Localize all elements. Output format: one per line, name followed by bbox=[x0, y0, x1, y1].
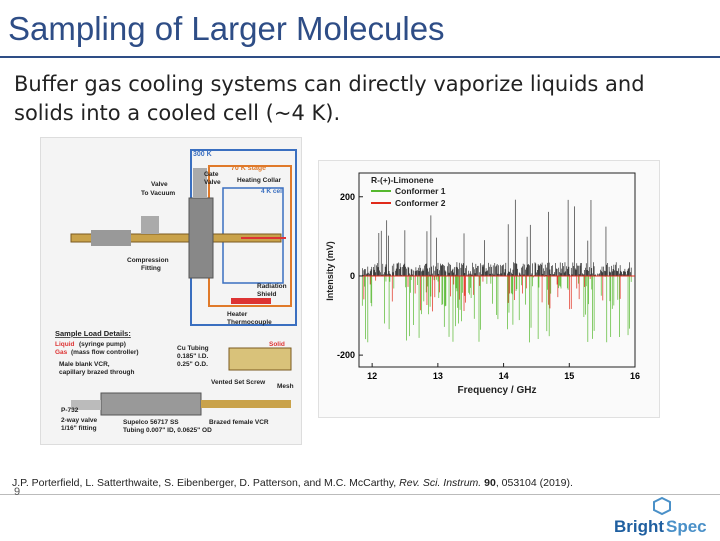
label-heater: Heater bbox=[227, 311, 248, 318]
legend-conformer-2: Conformer 2 bbox=[395, 198, 446, 208]
label-male-blank: Male blank VCR, bbox=[59, 361, 110, 368]
label-p732: P-732 bbox=[61, 407, 79, 414]
label-radiation: Radiation bbox=[257, 283, 287, 290]
label-compression: Compression bbox=[127, 257, 169, 264]
label-cu-tubing: Cu Tubing bbox=[177, 345, 209, 352]
label-cu-id: 0.185" I.D. bbox=[177, 353, 208, 360]
legend-conformer-1: Conformer 1 bbox=[395, 186, 446, 196]
slide-title: Sampling of Larger Molecules bbox=[8, 10, 445, 47]
x-tick-label: 13 bbox=[433, 371, 443, 381]
label-shield: Shield bbox=[257, 291, 277, 298]
apparatus-diagram: 300 K 70 K stage Gate Valve Valve To Vac… bbox=[40, 137, 302, 445]
label-to-vacuum: To Vacuum bbox=[141, 190, 175, 197]
citation-pages: , 053104 (2019). bbox=[495, 477, 573, 489]
apparatus-svg: 300 K 70 K stage Gate Valve Valve To Vac… bbox=[55, 149, 297, 434]
plot-frame bbox=[358, 172, 636, 368]
label-capillary: capillary brazed through bbox=[59, 369, 135, 376]
label-vented: Vented Set Screw bbox=[211, 379, 266, 386]
label-liquid-desc: (syringe pump) bbox=[79, 341, 126, 348]
supelco-tubing bbox=[100, 392, 202, 416]
citation: J.P. Porterfield, L. Satterthwaite, S. E… bbox=[12, 477, 573, 489]
label-gas-desc: (mass flow controller) bbox=[71, 349, 139, 356]
footer-divider bbox=[0, 494, 720, 495]
logo-hex-icon bbox=[653, 496, 671, 516]
x-ticks: 12 13 14 15 16 bbox=[367, 363, 640, 381]
label-4k-cell: 4 K cell bbox=[261, 188, 284, 195]
logo-svg: Bright Spec bbox=[614, 496, 707, 536]
label-gas: Gas bbox=[55, 349, 68, 356]
citation-journal: Rev. Sci. Instrum. bbox=[399, 477, 482, 489]
brightspec-logo: Bright Spec bbox=[612, 496, 712, 536]
label-fitting: Fitting bbox=[141, 265, 161, 272]
x-tick-label: 15 bbox=[564, 371, 574, 381]
label-mesh: Mesh bbox=[277, 383, 294, 390]
title-divider bbox=[0, 56, 720, 58]
label-solid: Solid bbox=[269, 341, 285, 348]
spectrum-chart: 12 13 14 15 16 200 0 -200 R-(+)-Limonene Confo… bbox=[318, 160, 660, 418]
label-brazed: Brazed female VCR bbox=[209, 419, 269, 426]
heater bbox=[231, 298, 271, 304]
compression-fitting bbox=[91, 230, 131, 246]
label-gate-valve: Valve bbox=[204, 179, 221, 186]
label-thermocouple: Thermocouple bbox=[227, 319, 272, 326]
label-cu-od: 0.25" O.D. bbox=[177, 361, 208, 368]
gate-valve bbox=[188, 197, 214, 279]
y-tick-label: -200 bbox=[337, 350, 355, 360]
citation-volume: 90 bbox=[484, 477, 496, 489]
logo-text-spec: Spec bbox=[666, 517, 707, 536]
spectrum-svg: 12 13 14 15 16 200 0 -200 R-(+)-Limonene Confo… bbox=[325, 172, 640, 396]
logo-text-bright: Bright bbox=[614, 517, 664, 536]
label-fitting16: 1/16" fitting bbox=[61, 425, 97, 432]
y-tick-label: 0 bbox=[350, 271, 355, 281]
chart-title: R-(+)-Limonene bbox=[371, 175, 434, 185]
page-number: 9 bbox=[14, 486, 21, 498]
capillary-tube bbox=[201, 400, 291, 408]
body-text: Buffer gas cooling systems can directly … bbox=[14, 72, 645, 125]
x-tick-label: 12 bbox=[367, 371, 377, 381]
label-sample-load: Sample Load Details: bbox=[55, 329, 131, 338]
label-supelco: Supelco 56717 SS bbox=[123, 419, 179, 426]
y-axis-label: Intensity (mV) bbox=[325, 241, 335, 301]
two-way-valve bbox=[71, 400, 101, 410]
label-gate: Gate bbox=[204, 171, 219, 178]
citation-authors: J.P. Porterfield, L. Satterthwaite, S. E… bbox=[12, 477, 397, 489]
label-heating-collar: Heating Collar bbox=[237, 177, 282, 184]
label-two-way: 2-way valve bbox=[61, 417, 98, 424]
x-axis-label: Frequency / GHz bbox=[458, 385, 537, 396]
gate-valve-stem bbox=[193, 168, 207, 198]
cu-tubing-detail bbox=[228, 347, 292, 371]
y-ticks: 200 0 -200 bbox=[337, 192, 363, 360]
y-tick-label: 200 bbox=[340, 192, 355, 202]
label-valve: Valve bbox=[151, 181, 168, 188]
x-tick-label: 16 bbox=[630, 371, 640, 381]
spectrum-lines bbox=[361, 199, 632, 343]
vacuum-valve bbox=[141, 216, 159, 234]
label-300k: 300 K bbox=[193, 151, 212, 158]
label-tubing: Tubing 0.007" ID, 0.0625" OD bbox=[123, 427, 212, 434]
x-tick-label: 14 bbox=[499, 371, 509, 381]
label-liquid: Liquid bbox=[55, 341, 75, 348]
label-70k: 70 K stage bbox=[231, 165, 266, 172]
